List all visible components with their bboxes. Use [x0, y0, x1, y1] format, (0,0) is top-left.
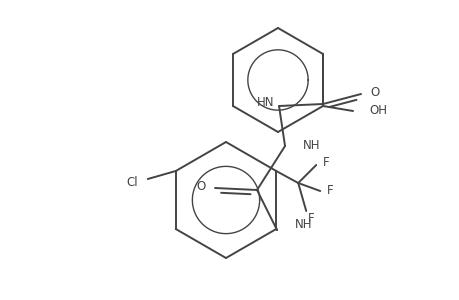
Text: NH: NH [294, 218, 312, 232]
Text: F: F [323, 157, 329, 169]
Text: F: F [326, 184, 333, 197]
Text: O: O [196, 181, 206, 194]
Text: HN: HN [256, 95, 274, 109]
Text: O: O [369, 86, 379, 100]
Text: NH: NH [302, 140, 320, 152]
Text: F: F [308, 212, 314, 226]
Text: Cl: Cl [126, 176, 138, 188]
Text: OH: OH [368, 104, 386, 118]
